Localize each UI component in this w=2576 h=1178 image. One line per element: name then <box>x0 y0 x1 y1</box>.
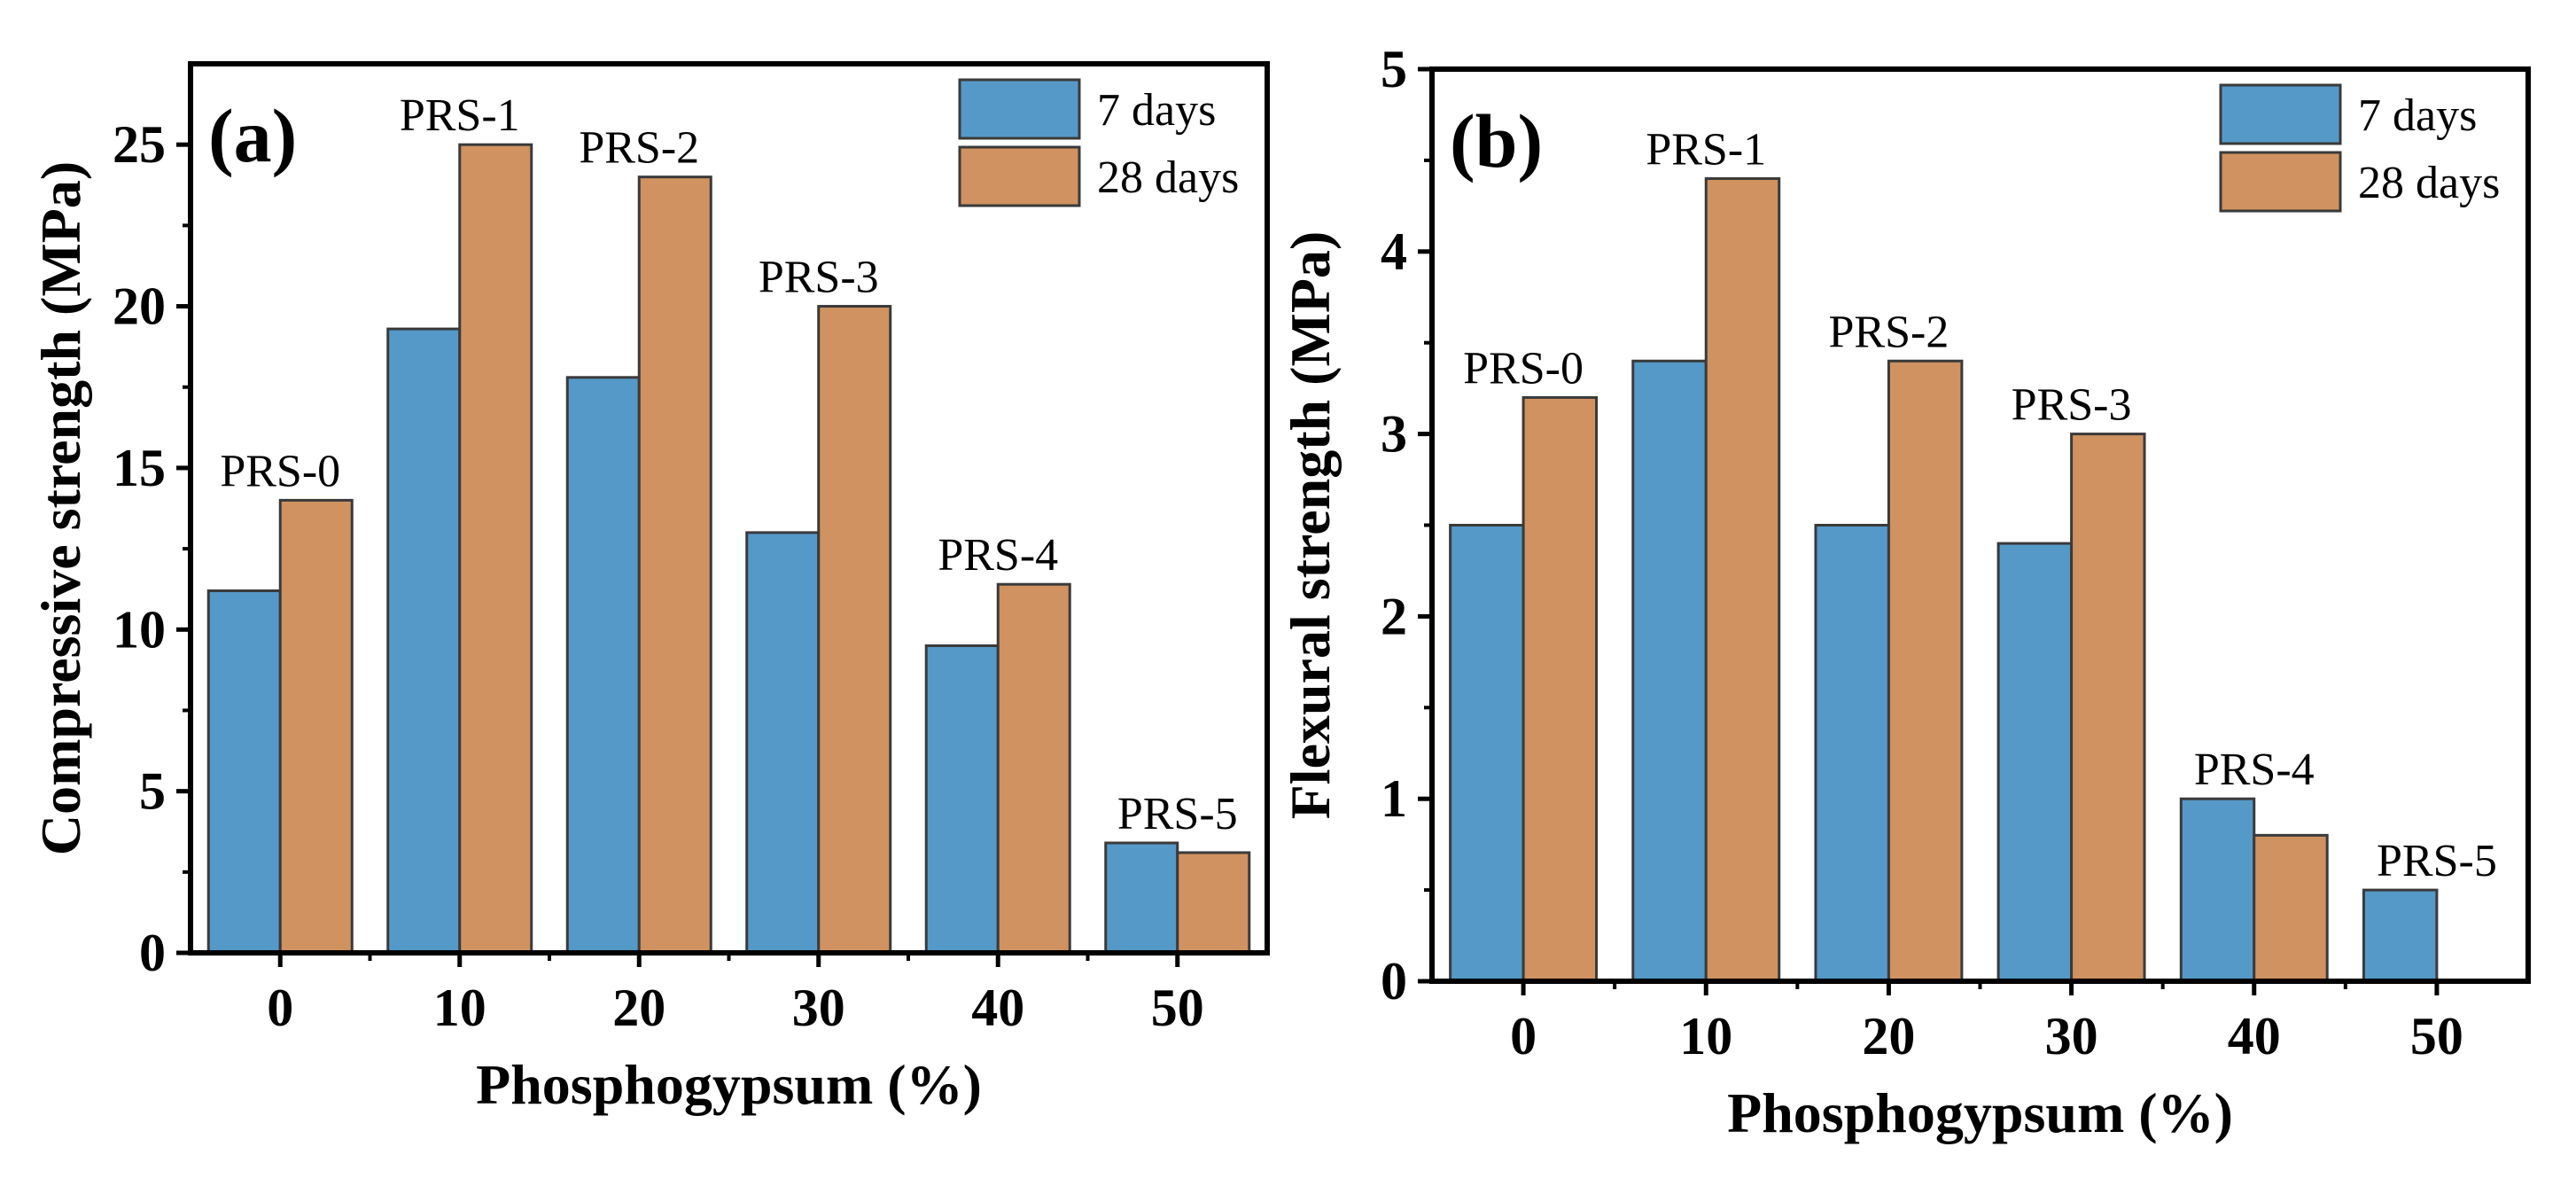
x-tick-label: 40 <box>2228 1007 2281 1065</box>
panel-label: (b) <box>1450 98 1543 183</box>
y-tick-label: 25 <box>113 115 166 174</box>
bar-label-prs-1: PRS-1 <box>1646 124 1766 175</box>
y-tick-label: 3 <box>1381 405 1407 464</box>
legend-label-28-days: 28 days <box>2358 158 2500 208</box>
y-tick-label: 5 <box>139 762 166 821</box>
legend-label-7-days: 7 days <box>2358 90 2477 141</box>
bar-label-prs-2: PRS-2 <box>1828 307 1949 357</box>
bar-label-prs-5: PRS-5 <box>1117 789 1238 839</box>
bar-label-prs-0: PRS-0 <box>1463 343 1584 394</box>
x-tick-label: 20 <box>1862 1007 1915 1065</box>
bar-28-days-50 <box>1176 851 1251 955</box>
bar-label-prs-3: PRS-3 <box>759 253 879 303</box>
legend-label-28-days: 28 days <box>1097 152 1239 203</box>
x-tick-label: 50 <box>2410 1007 2463 1065</box>
bar-7-days-20 <box>1814 524 1890 983</box>
x-tick-label: 10 <box>433 979 486 1037</box>
legend-swatch-7-days <box>958 78 1081 140</box>
bar-label-prs-0: PRS-0 <box>220 446 340 496</box>
bar-7-days-30 <box>745 531 821 955</box>
y-tick-label: 2 <box>1381 587 1407 645</box>
bar-28-days-30 <box>2070 433 2146 983</box>
bar-28-days-0 <box>1521 395 1599 983</box>
bar-label-prs-4: PRS-4 <box>938 530 1058 581</box>
x-tick-label: 10 <box>1679 1007 1732 1065</box>
bar-7-days-50 <box>1104 841 1179 955</box>
y-tick-label: 4 <box>1381 222 1407 281</box>
y-tick-label: 5 <box>1381 40 1407 98</box>
bar-7-days-30 <box>1996 542 2074 983</box>
legend-swatch-28-days <box>958 145 1081 207</box>
x-tick-label: 20 <box>612 979 665 1037</box>
bar-7-days-40 <box>924 644 1000 955</box>
bar-7-days-10 <box>1631 359 1708 983</box>
y-axis-title: Compressive strength (MPa) <box>29 161 92 855</box>
bar-7-days-40 <box>2179 797 2256 983</box>
y-axis-title: Flexural strength (MPa) <box>1279 231 1342 820</box>
bar-7-days-0 <box>206 589 282 955</box>
x-tick-label: 0 <box>267 979 293 1037</box>
y-tick-label: 20 <box>113 277 166 336</box>
bar-label-prs-3: PRS-3 <box>2012 380 2132 431</box>
x-tick-label: 0 <box>1510 1007 1537 1065</box>
x-axis-title: Phosphogypsum (%) <box>476 1053 982 1116</box>
bar-label-prs-1: PRS-1 <box>400 90 520 141</box>
y-tick-label: 10 <box>113 600 166 659</box>
bar-28-days-10 <box>458 143 533 955</box>
x-tick-label: 30 <box>792 979 845 1037</box>
bar-label-prs-4: PRS-4 <box>2194 745 2315 795</box>
bar-label-prs-2: PRS-2 <box>579 123 699 174</box>
bar-28-days-20 <box>1887 359 1964 983</box>
bar-28-days-0 <box>278 498 354 955</box>
chart-panel-a: PRS-0 PRS-1 PRS-2 PRS-3 PRS-4 PRS-5 0 5 10 15 20 25… <box>29 61 1270 1116</box>
y-tick-label: 0 <box>1381 952 1407 1010</box>
bar-label-prs-5: PRS-5 <box>2377 836 2497 886</box>
x-tick-label: 40 <box>971 979 1024 1037</box>
bar-7-days-20 <box>565 376 641 955</box>
bar-28-days-30 <box>817 305 892 955</box>
bar-7-days-10 <box>386 327 462 955</box>
panel-label: (a) <box>208 93 297 178</box>
x-tick-label: 50 <box>1151 979 1204 1037</box>
bar-28-days-10 <box>1704 176 1781 983</box>
legend-swatch-7-days <box>2219 83 2342 145</box>
bar-28-days-40 <box>2253 833 2329 983</box>
y-tick-label: 0 <box>139 924 166 982</box>
y-tick-label: 1 <box>1381 769 1407 828</box>
x-tick-label: 30 <box>2045 1007 2098 1065</box>
legend-label-7-days: 7 days <box>1097 85 1216 136</box>
legend-swatch-28-days <box>2219 151 2342 213</box>
bar-28-days-40 <box>996 582 1071 955</box>
x-axis-title: Phosphogypsum (%) <box>1727 1081 2233 1144</box>
bar-7-days-50 <box>2362 888 2439 983</box>
y-tick-label: 15 <box>113 439 166 497</box>
bar-28-days-20 <box>637 176 712 955</box>
bar-7-days-0 <box>1449 524 1525 983</box>
